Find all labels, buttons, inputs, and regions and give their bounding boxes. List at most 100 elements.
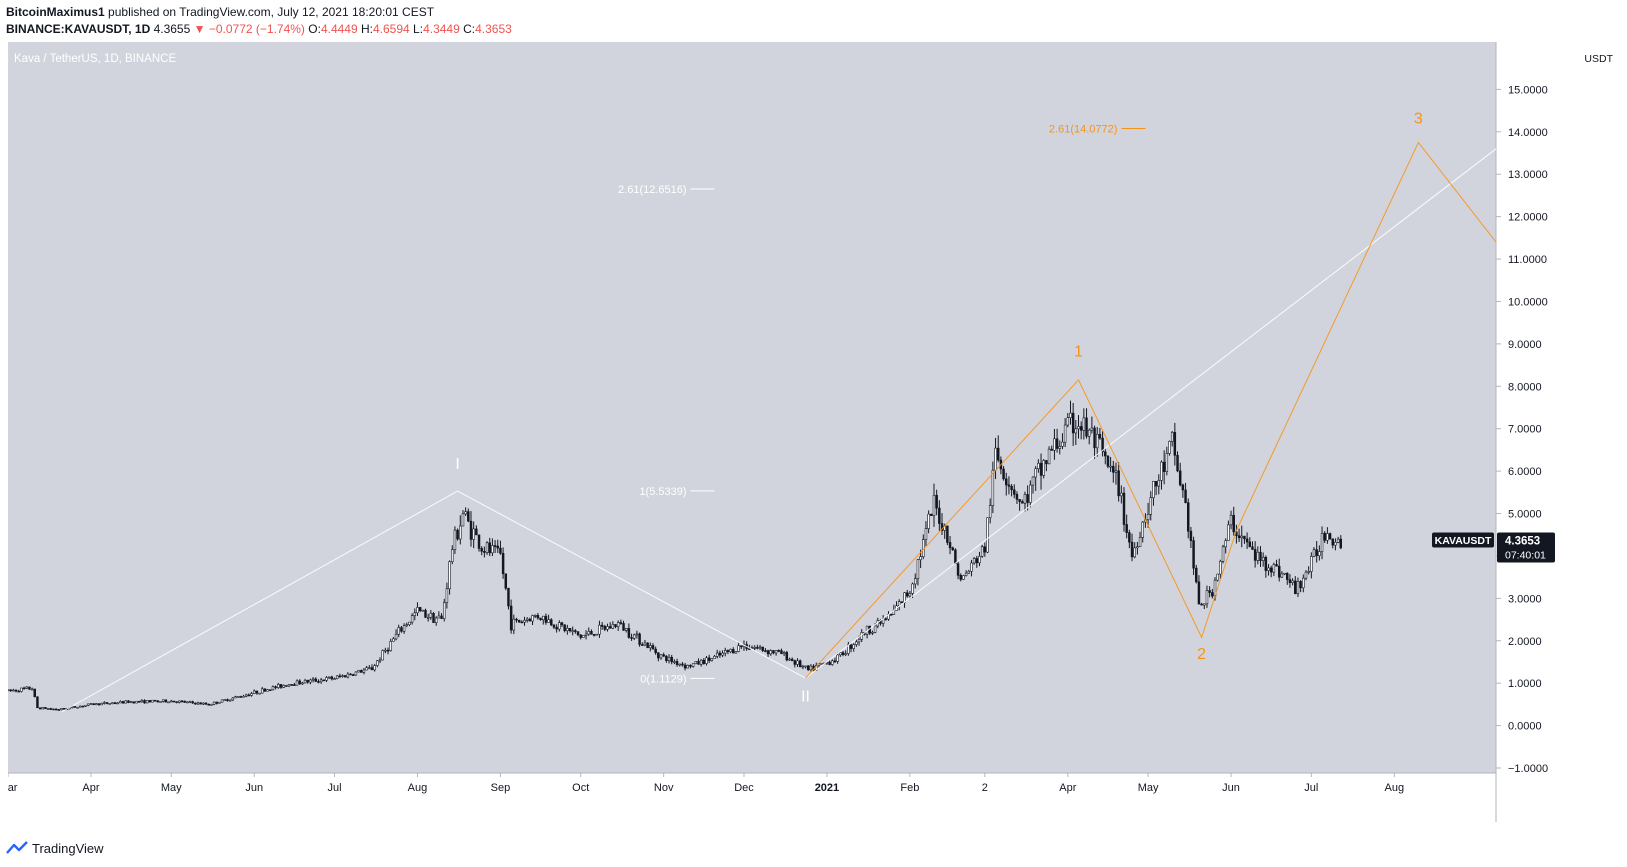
candle-body <box>948 542 952 549</box>
candle-body <box>1219 561 1222 575</box>
candle-body <box>542 615 545 621</box>
candle-body <box>871 632 874 634</box>
candle-body <box>349 673 352 676</box>
candle-body <box>362 669 366 673</box>
candle-body <box>156 700 160 703</box>
x-tick-label: 2 <box>982 782 988 794</box>
candle-body <box>571 630 574 632</box>
candle-body <box>33 688 36 698</box>
candle-body <box>1186 502 1190 532</box>
candle-body <box>852 644 855 649</box>
candle-body <box>849 644 853 649</box>
candle-body <box>341 675 344 677</box>
candle-body <box>1039 462 1043 476</box>
candle-body <box>170 700 173 703</box>
candle-body <box>665 655 668 661</box>
symbol-interval: BINANCE:KAVAUSDT, 1D <box>6 22 151 36</box>
candle-body <box>14 689 18 692</box>
candle-body <box>938 507 941 524</box>
candle-body <box>927 513 930 529</box>
candle-body <box>76 706 79 709</box>
chart-area[interactable]: Kava / TetherUS, 1D, BINANCE USDT 15.0000 1… <box>8 42 1627 822</box>
candle-body <box>1195 567 1198 583</box>
candle-body <box>1269 567 1273 573</box>
x-tick-label: Apr <box>1059 782 1076 794</box>
candle-body <box>215 701 218 704</box>
candle-body <box>539 617 542 621</box>
candle-body <box>100 703 103 706</box>
candle-body <box>8 689 10 692</box>
candle-body <box>857 638 861 643</box>
y-tick-label: 5.0000 <box>1508 509 1542 521</box>
candle-body <box>36 696 39 709</box>
candle-body <box>496 545 499 549</box>
candle-body <box>525 618 529 621</box>
candle-body <box>675 661 679 665</box>
candle-body <box>62 708 66 710</box>
candle-body <box>164 699 168 703</box>
symbol-tag <box>1432 532 1494 548</box>
candle-body <box>1304 571 1308 579</box>
candle-body <box>1026 494 1029 503</box>
candle-body <box>9 689 12 692</box>
orange-wave-line[interactable] <box>805 141 1497 679</box>
candle-body <box>261 688 264 694</box>
candle-body <box>1334 542 1337 546</box>
low-value: 4.3449 <box>423 22 460 36</box>
candle-body <box>523 620 526 623</box>
candle-body <box>697 661 700 665</box>
candle-body <box>1037 462 1040 469</box>
candle-body <box>338 675 342 678</box>
candle-body <box>1315 549 1318 557</box>
candle-body <box>940 523 944 531</box>
author-name[interactable]: BitcoinMaximus1 <box>6 5 105 19</box>
white-wave-line[interactable] <box>61 490 806 713</box>
candle-body <box>491 545 494 554</box>
candle-body <box>1170 432 1174 442</box>
candle-body <box>777 650 780 652</box>
candle-body <box>493 545 497 547</box>
candle-body <box>568 627 572 632</box>
price-change: −0.0772 (−1.74%) <box>208 22 305 36</box>
candle-body <box>509 605 513 631</box>
candle-body <box>140 700 144 703</box>
x-tick-label: May <box>1138 782 1159 794</box>
candle-body <box>266 689 269 692</box>
candle-body <box>774 650 778 654</box>
candle-body <box>710 658 714 661</box>
candle-body <box>790 658 794 661</box>
candle-body <box>418 607 422 611</box>
candle-body <box>472 528 475 540</box>
candle-body <box>1015 494 1019 500</box>
candle-body <box>517 619 521 623</box>
candle-body <box>79 705 82 708</box>
candle-body <box>22 687 26 690</box>
price-axis[interactable] <box>1496 42 1627 822</box>
white-trend-line[interactable] <box>805 148 1497 679</box>
candle-body <box>282 685 285 688</box>
price-chart[interactable]: Kava / TetherUS, 1D, BINANCE USDT15.00001… <box>8 42 1627 822</box>
candle-body <box>855 641 858 645</box>
x-tick-label: May <box>161 782 182 794</box>
candle-body <box>1205 590 1209 605</box>
candle-body <box>970 562 973 572</box>
candle-body <box>1162 461 1166 472</box>
candle-body <box>715 652 719 657</box>
candle-body <box>681 663 684 666</box>
candle-body <box>994 447 997 471</box>
fib-level-2-61-orange-label: 2.61(14.0772) <box>1049 124 1118 136</box>
candle-body <box>111 702 114 705</box>
brand-name[interactable]: TradingView <box>32 840 104 856</box>
candle-body <box>903 592 906 603</box>
candle-body <box>274 686 277 689</box>
candle-body <box>512 618 516 631</box>
candle-body <box>633 634 636 639</box>
candle-body <box>416 607 419 614</box>
candle-body <box>1005 478 1008 486</box>
candle-body <box>1082 417 1086 431</box>
x-tick-label: Sep <box>491 782 511 794</box>
y-tick-label: 2.0000 <box>1508 636 1542 648</box>
time-axis[interactable] <box>8 773 1496 822</box>
candle-body <box>1277 565 1281 578</box>
candle-body <box>721 652 724 656</box>
